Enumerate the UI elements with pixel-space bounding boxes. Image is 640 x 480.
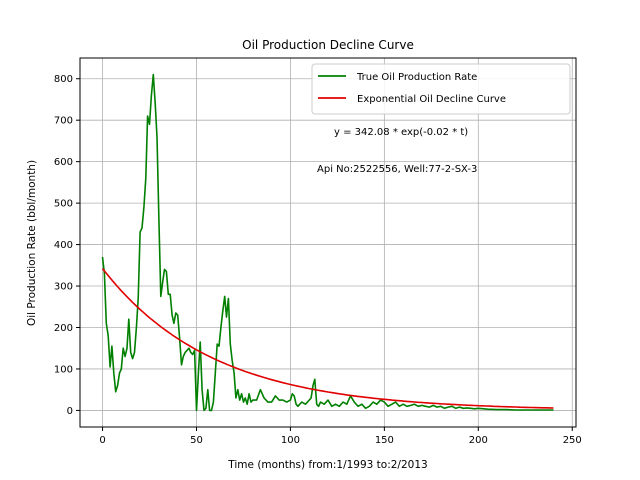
x-tick-label: 100 — [281, 435, 300, 446]
chart-title: Oil Production Decline Curve — [242, 38, 414, 52]
x-tick-label: 250 — [563, 435, 582, 446]
y-tick-label: 200 — [54, 323, 73, 334]
legend-entry-exponential-decline-curve: Exponential Oil Decline Curve — [357, 94, 506, 105]
y-axis-ticks: 0 100 200 300 400 500 600 700 800 — [54, 74, 80, 417]
y-tick-label: 300 — [54, 282, 73, 293]
y-tick-label: 400 — [54, 240, 73, 251]
legend-entry-true-oil-production-rate: True Oil Production Rate — [356, 72, 477, 83]
x-tick-label: 50 — [190, 435, 203, 446]
well-info-annotation: Api No:2522556, Well:77-2-SX-3 — [317, 164, 477, 175]
y-tick-label: 600 — [54, 157, 73, 168]
x-axis-label: Time (months) from:1/1993 to:2/2013 — [227, 459, 427, 471]
y-tick-label: 500 — [54, 199, 73, 210]
series-layer — [101, 73, 554, 412]
legend: True Oil Production Rate Exponential Oil… — [311, 63, 571, 115]
plot-frame — [79, 57, 577, 428]
y-tick-label: 0 — [67, 406, 73, 417]
series-line-exponential-decline-curve — [101, 268, 554, 409]
y-tick-label: 800 — [54, 74, 73, 85]
x-tick-label: 200 — [469, 435, 488, 446]
legend-box — [311, 63, 571, 115]
series-line-true-oil-production-rate — [101, 73, 554, 412]
x-tick-label: 150 — [375, 435, 394, 446]
x-tick-label: 0 — [99, 435, 105, 446]
y-tick-label: 100 — [54, 364, 73, 375]
equation-annotation: y = 342.08 * exp(-0.02 * t) — [334, 127, 468, 138]
y-tick-label: 700 — [54, 116, 73, 127]
x-axis-ticks: 0 50 100 150 200 250 — [99, 427, 582, 446]
y-axis-label: Oil Production Rate (bbl/month) — [26, 160, 38, 326]
